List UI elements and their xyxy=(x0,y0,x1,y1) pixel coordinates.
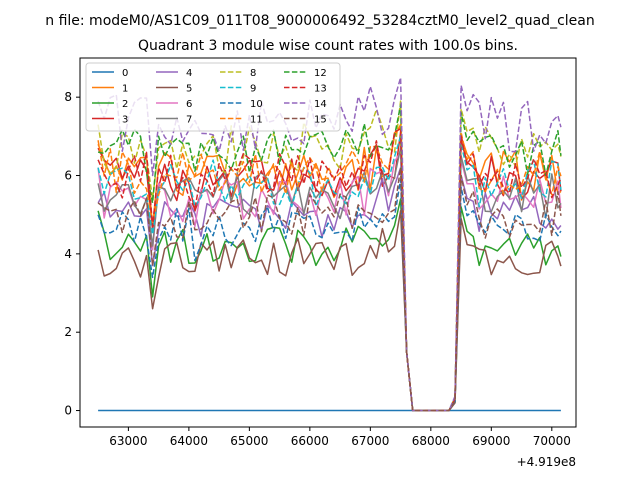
series-line-3 xyxy=(97,131,562,412)
legend-label-10: 10 xyxy=(250,99,263,110)
y-tick-label: 8 xyxy=(64,90,72,104)
legend-label-9: 9 xyxy=(250,84,256,95)
x-tick-label: 67000 xyxy=(351,434,389,448)
x-tick-label: 68000 xyxy=(412,434,450,448)
legend-label-13: 13 xyxy=(314,84,327,95)
legend-label-4: 4 xyxy=(186,68,192,79)
plot-area-frame xyxy=(79,57,577,428)
y-tick-label: 2 xyxy=(64,325,72,339)
x-tick-label: 66000 xyxy=(291,434,329,448)
y-tick-label: 0 xyxy=(64,404,72,418)
series-line-9 xyxy=(97,135,562,412)
series-line-11 xyxy=(97,123,562,412)
series-line-5 xyxy=(97,210,562,412)
x-tick-label: 69000 xyxy=(472,434,510,448)
x-offset-label: +4.919e8 xyxy=(517,455,576,469)
legend-label-15: 15 xyxy=(314,115,327,126)
x-axis: 63000 64000 65000 66000 67000 68000 69000 70000 xyxy=(109,427,571,448)
series-line-7 xyxy=(97,147,562,412)
legend-label-5: 5 xyxy=(186,84,192,95)
x-tick-label: 70000 xyxy=(533,434,571,448)
figure-suptitle: n file: modeM0/AS1C09_011T08_9000006492_… xyxy=(45,13,594,29)
chart-title: Quadrant 3 module wise count rates with … xyxy=(138,38,518,54)
legend-label-2: 2 xyxy=(122,99,128,110)
legend-label-7: 7 xyxy=(186,115,192,126)
series-line-6 xyxy=(97,151,562,412)
legend-label-12: 12 xyxy=(314,68,327,79)
y-axis: 0 2 4 6 8 xyxy=(64,90,80,418)
x-tick-label: 65000 xyxy=(230,434,268,448)
x-tick-label: 63000 xyxy=(109,434,147,448)
legend-label-14: 14 xyxy=(314,99,327,110)
legend-label-0: 0 xyxy=(122,68,128,79)
series-line-8 xyxy=(97,100,562,412)
series-line-13 xyxy=(97,127,562,412)
x-tick-label: 64000 xyxy=(170,434,208,448)
y-tick-label: 4 xyxy=(64,247,72,261)
legend-label-11: 11 xyxy=(250,115,263,126)
series-line-2 xyxy=(97,198,562,412)
legend-box xyxy=(85,62,341,132)
series-line-15 xyxy=(97,166,562,412)
legend-label-3: 3 xyxy=(122,115,128,126)
y-tick-label: 6 xyxy=(64,169,72,183)
legend-label-6: 6 xyxy=(186,99,192,110)
series-line-10 xyxy=(97,178,562,412)
legend-label-1: 1 xyxy=(122,84,128,95)
legend-label-8: 8 xyxy=(250,68,256,79)
